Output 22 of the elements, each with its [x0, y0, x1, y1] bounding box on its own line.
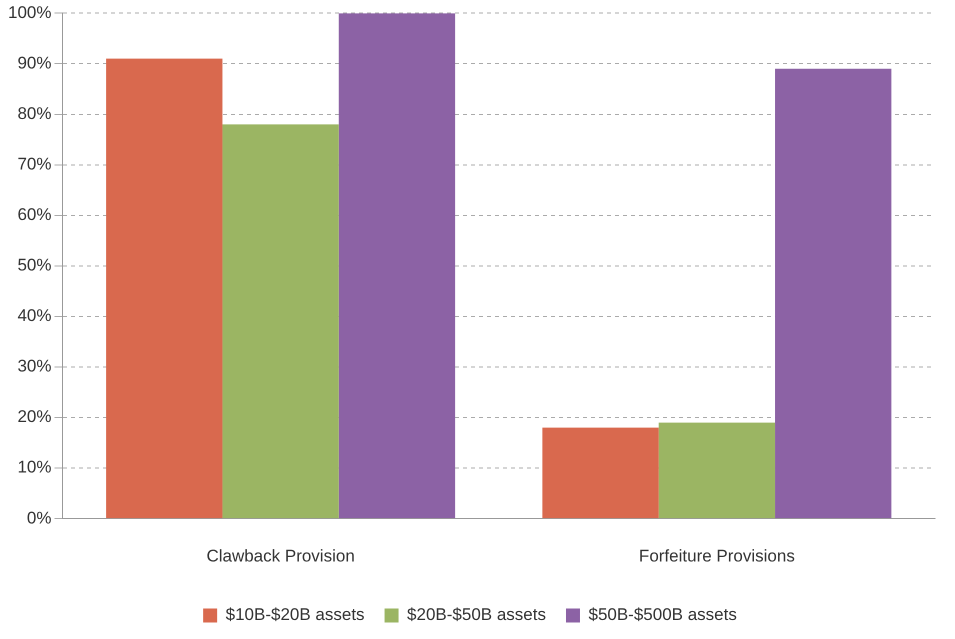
y-tick-label: 100%	[8, 2, 52, 22]
y-tick-label: 80%	[17, 104, 52, 123]
bar	[658, 422, 776, 518]
legend-label: $10B-$20B assets	[226, 605, 365, 624]
y-tick-label: 40%	[17, 306, 52, 326]
y-tick-label: 10%	[17, 458, 52, 477]
y-tick-label: 70%	[17, 154, 52, 174]
x-tick-label: Clawback Provision	[206, 546, 355, 566]
y-tick-label: 30%	[17, 356, 52, 376]
legend-label: $50B-$500B assets	[588, 605, 737, 624]
bar	[775, 68, 892, 518]
bar	[542, 428, 659, 518]
legend-label: $20B-$50B assets	[407, 605, 546, 624]
y-tick-label: 20%	[17, 407, 52, 426]
bar	[338, 13, 456, 518]
bar	[106, 58, 222, 518]
y-tick-label: 90%	[17, 53, 52, 72]
x-tick-label: Forfeiture Provisions	[638, 546, 795, 566]
bar	[222, 124, 339, 518]
y-tick-label: 50%	[17, 256, 52, 275]
y-tick-label: 0%	[26, 508, 52, 528]
y-tick-label: 60%	[17, 205, 52, 224]
